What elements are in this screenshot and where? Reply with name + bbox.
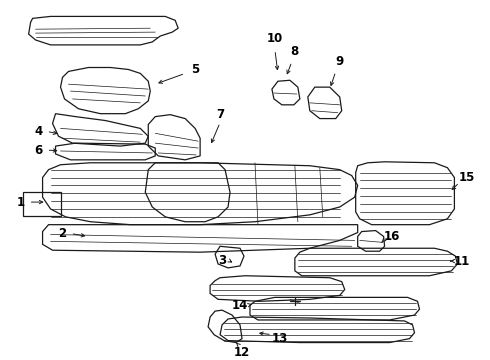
Text: 13: 13 (272, 332, 288, 345)
Text: 12: 12 (234, 346, 250, 359)
Text: 9: 9 (336, 55, 344, 68)
Text: 10: 10 (267, 32, 283, 45)
Text: 14: 14 (232, 299, 248, 312)
Bar (23, 192, 61, 216)
Text: 16: 16 (383, 230, 400, 243)
Text: 8: 8 (291, 45, 299, 58)
Text: 6: 6 (34, 144, 43, 157)
Text: 2: 2 (58, 227, 67, 240)
Text: 1: 1 (17, 195, 24, 208)
Text: 7: 7 (216, 108, 224, 121)
Text: 5: 5 (191, 63, 199, 76)
Text: 11: 11 (453, 255, 469, 267)
Text: 4: 4 (34, 125, 43, 138)
Text: 15: 15 (459, 171, 476, 184)
Text: 3: 3 (218, 253, 226, 266)
